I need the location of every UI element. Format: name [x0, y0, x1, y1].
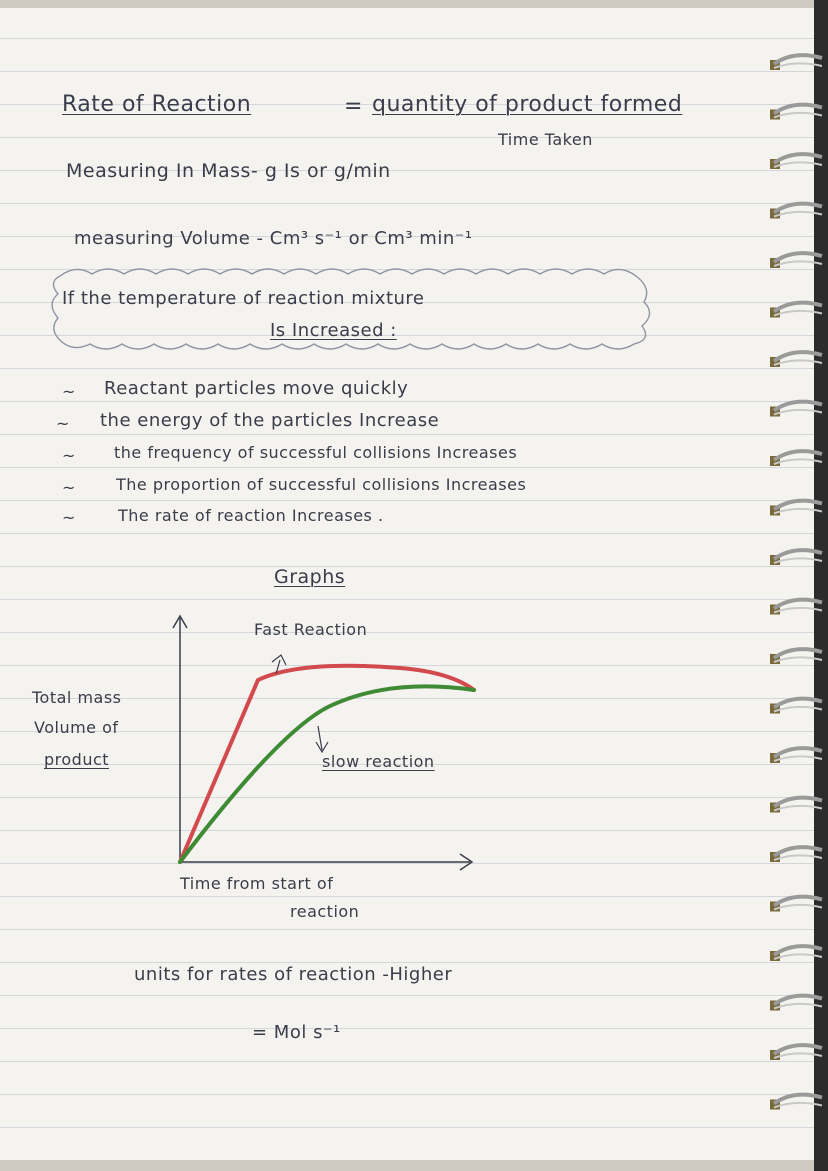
- bullet-tilde: ~: [62, 508, 76, 527]
- spiral-ring: [770, 845, 823, 862]
- units-line-1: units for rates of reaction -Higher: [134, 964, 453, 985]
- slow-pointer: [317, 725, 323, 751]
- spiral-ring: [770, 548, 823, 565]
- x-label-line-1: Time from start of: [180, 874, 334, 893]
- units-line-2: = Mol s⁻¹: [252, 1022, 341, 1043]
- slow-reaction-label: slow reaction: [322, 752, 435, 771]
- spiral-binding: [770, 0, 828, 1171]
- spiral-ring: [770, 300, 823, 318]
- y-axis-arrow: [172, 614, 188, 629]
- fast-pointer: [275, 659, 281, 675]
- spiral-ring: [770, 399, 823, 417]
- cloud-outline: [51, 268, 651, 350]
- bullet-text: The proportion of successful collisions …: [116, 475, 527, 494]
- page-bottom-edge: [0, 1160, 828, 1171]
- page-top-edge: [0, 0, 828, 8]
- spiral-ring: [770, 746, 823, 763]
- mass-line: Measuring In Mass- g Is or g/min: [66, 160, 391, 182]
- spiral-ring: [770, 647, 823, 664]
- spiral-ring: [770, 251, 823, 268]
- bullet-text: The rate of reaction Increases .: [118, 506, 384, 525]
- volume-line: measuring Volume - Cm³ s⁻¹ or Cm³ min⁻¹: [74, 228, 473, 249]
- spiral-ring: [770, 350, 823, 367]
- spiral-ring: [770, 944, 823, 961]
- temperature-line-2: Is Increased :: [270, 320, 397, 341]
- spiral-ring: [770, 102, 823, 120]
- spiral-ring: [770, 1092, 823, 1110]
- slow-pointer-head: [315, 741, 329, 754]
- formula-denominator: Time Taken: [498, 130, 593, 149]
- bullet-text: Reactant particles move quickly: [104, 378, 409, 399]
- spiral-ring: [770, 449, 823, 466]
- y-label-line-3: product: [44, 750, 110, 769]
- bullet-tilde: ~: [62, 382, 76, 401]
- formula-numerator: quantity of product formed: [372, 92, 683, 117]
- spiral-spine: [814, 0, 828, 1171]
- y-label-line-1: Total mass: [32, 688, 122, 707]
- spiral-ring: [770, 201, 823, 219]
- y-label-line-2: Volume of: [34, 718, 119, 737]
- bullet-tilde: ~: [62, 478, 76, 497]
- slow-reaction-curve: [178, 684, 476, 864]
- rate-label: Rate of Reaction: [62, 92, 252, 117]
- spiral-ring: [770, 993, 823, 1011]
- spiral-ring: [770, 696, 823, 714]
- spiral-ring: [770, 894, 823, 912]
- fast-reaction-label: Fast Reaction: [254, 620, 368, 639]
- bullet-text: the frequency of successful collisions I…: [114, 443, 518, 462]
- bullet-tilde: ~: [56, 414, 70, 433]
- graph-title: Graphs: [274, 566, 346, 588]
- spiral-ring: [770, 795, 823, 813]
- spiral-ring: [770, 53, 823, 70]
- bullet-text: the energy of the particles Increase: [100, 410, 440, 431]
- x-label-line-2: reaction: [290, 902, 360, 921]
- temperature-line-1: If the temperature of reaction mixture: [62, 288, 425, 309]
- spiral-ring: [770, 597, 823, 615]
- equals-sign: =: [344, 94, 363, 119]
- bullet-tilde: ~: [62, 446, 76, 465]
- spiral-ring: [770, 498, 823, 516]
- spiral-ring: [770, 1043, 823, 1060]
- x-axis-arrow: [459, 853, 474, 871]
- spiral-ring: [770, 152, 823, 169]
- fast-pointer-head: [271, 654, 287, 666]
